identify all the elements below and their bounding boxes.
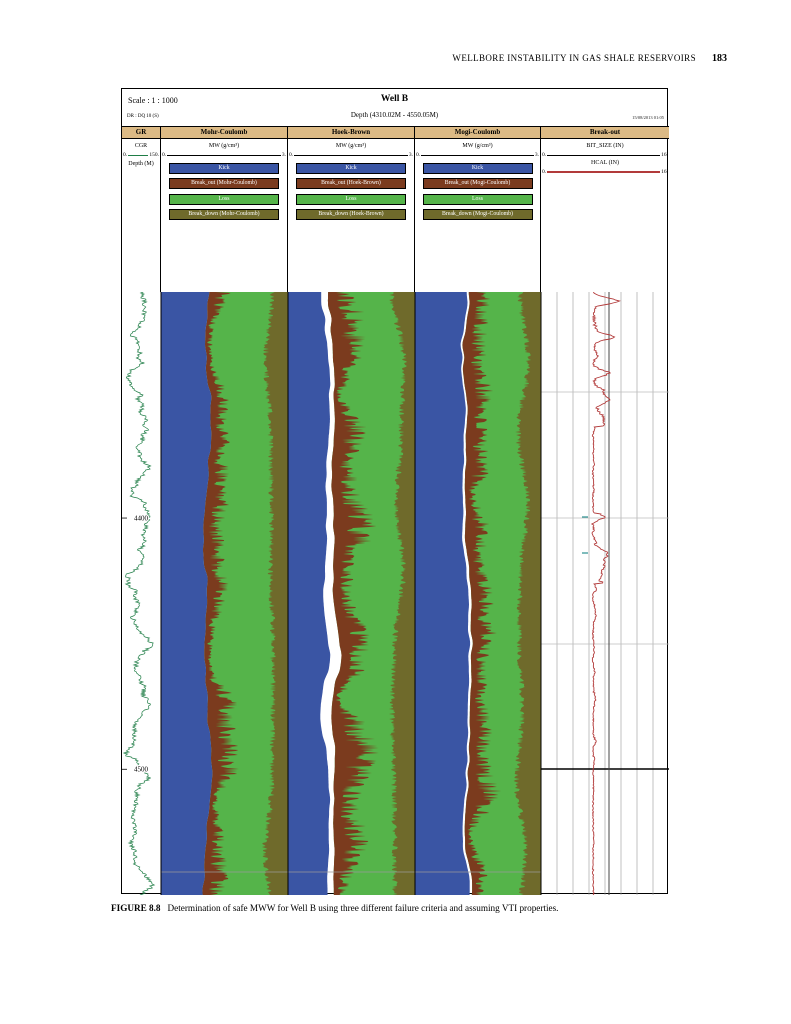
running-header-title: WELLBORE INSTABILITY IN GAS SHALE RESERV…	[452, 53, 696, 63]
log-plot-header: Scale : 1 : 1000 Well B DR : DQ 10 (S) D…	[122, 89, 667, 126]
track-title-mogi-coulomb: Mogi-Coulomb	[415, 126, 541, 139]
timestamp-label: 15/08/2013 01:05	[632, 115, 664, 120]
mw-scale-min: 0.	[416, 152, 421, 158]
mw-curve-name: MW (g/cm³)	[335, 143, 367, 149]
page-number: 183	[712, 53, 727, 64]
log-plot-area: 4400 4500	[122, 292, 669, 895]
legend-loss: Loss	[168, 193, 280, 205]
log-plot: 4400 4500	[122, 292, 669, 895]
figure-caption: FIGURE 8.8 Determination of safe MWW for …	[111, 902, 685, 914]
figure-caption-text: Determination of safe MWW for Well B usi…	[167, 903, 559, 913]
mw-scale-line	[294, 154, 408, 156]
hcal-scale-line	[547, 171, 661, 173]
track-title-hoek-brown: Hoek-Brown	[288, 126, 415, 139]
mw-curve-name: MW (g/cm³)	[462, 143, 493, 149]
track-header-row: CGR 0. 150. Depth (M) MW (g/cm³) 0. 3. K…	[122, 139, 669, 292]
hcal-scale-max: 16.	[661, 169, 668, 175]
well-name: Well B	[380, 94, 409, 104]
depth-range-label: Depth (4310.02M - 4550.05M)	[350, 111, 439, 119]
breakout-curves	[582, 292, 621, 895]
track-title-row: GR Mohr-Coulomb Hoek-Brown Mogi-Coulomb …	[122, 126, 669, 139]
mw-scale: 0. 3.	[415, 152, 540, 158]
mw-scale: 0. 3.	[161, 152, 287, 158]
legend-breakout: Break_out (Hoek-Brown)	[295, 178, 407, 189]
hcal-curve-name: HCAL (IN)	[591, 160, 619, 166]
running-header: WELLBORE INSTABILITY IN GAS SHALE RESERV…	[452, 53, 727, 64]
breakout-track-header: BIT_SIZE (IN) 0. 16. HCAL (IN) 0. 16.	[541, 139, 669, 292]
figure-caption-label: FIGURE 8.8	[111, 903, 161, 913]
legend-kick: Kick	[422, 162, 533, 174]
depth-axis-label: Depth (M)	[128, 161, 154, 167]
mohr-coulomb-track-header: MW (g/cm³) 0. 3. Kick Break_out (Mohr-Co…	[161, 139, 288, 292]
svg-text:4500: 4500	[134, 766, 149, 774]
track-borders	[160, 292, 542, 895]
svg-text:4400: 4400	[134, 514, 149, 522]
gr-curve	[123, 292, 156, 895]
legend-kick: Kick	[168, 162, 280, 174]
mw-scale-max: 3.	[408, 152, 413, 158]
mw-scale: 0. 3.	[288, 152, 414, 158]
bit-size-curve-name: BIT_SIZE (IN)	[586, 143, 624, 149]
track-title-breakout: Break-out	[541, 126, 669, 139]
bit-size-scale: 0. 16.	[541, 152, 669, 158]
legend-breakout: Break_out (Mohr-Coulomb)	[168, 178, 280, 189]
legend-loss: Loss	[295, 193, 407, 205]
gr-scale-max: 150.	[149, 152, 159, 158]
hoek-brown-track-header: MW (g/cm³) 0. 3. Kick Break_out (Hoek-Br…	[288, 139, 415, 292]
gr-curve-name: CGR	[134, 143, 148, 149]
track-title-mohr-coulomb: Mohr-Coulomb	[161, 126, 288, 139]
criteria-track-fills-0	[161, 292, 288, 895]
mw-scale-line	[421, 154, 534, 156]
criteria-track-fills-1	[288, 292, 415, 895]
gr-scale: 0. 150.	[122, 152, 160, 158]
mw-curve-name: MW (g/cm³)	[208, 143, 240, 149]
legend-loss: Loss	[422, 193, 533, 205]
bit-size-scale-max: 16.	[661, 152, 668, 158]
mw-scale-min: 0.	[162, 152, 167, 158]
mw-scale-max: 3.	[281, 152, 286, 158]
mw-scale-min: 0.	[289, 152, 294, 158]
hcal-scale: 0. 16.	[541, 169, 669, 175]
breakout-grid	[541, 292, 669, 895]
legend-breakdown: Break_down (Mohr-Coulomb)	[168, 209, 280, 220]
legend-breakdown: Break_down (Hoek-Brown)	[295, 209, 407, 220]
well-log-figure: Scale : 1 : 1000 Well B DR : DQ 10 (S) D…	[121, 88, 669, 895]
bit-size-scale-min: 0.	[542, 152, 547, 158]
mw-scale-line	[167, 154, 281, 156]
mw-scale-max: 3.	[534, 152, 539, 158]
legend-breakout: Break_out (Mogi-Coulomb)	[422, 178, 533, 189]
log-scale-label: Scale : 1 : 1000	[128, 96, 178, 105]
hcal-scale-min: 0.	[542, 169, 547, 175]
mogi-coulomb-track-header: MW (g/cm³) 0. 3. Kick Break_out (Mogi-Co…	[415, 139, 541, 292]
depth-labels: 4400 4500	[122, 513, 150, 775]
gr-scale-line	[128, 154, 149, 156]
legend-kick: Kick	[295, 162, 407, 174]
log-left-note: DR : DQ 10 (S)	[127, 114, 159, 119]
track-title-gr: GR	[122, 126, 161, 139]
criteria-track-fills-2	[415, 292, 541, 895]
gr-track-header: CGR 0. 150. Depth (M)	[122, 139, 161, 292]
legend-breakdown: Break_down (Mogi-Coulomb)	[422, 209, 533, 220]
gr-scale-min: 0.	[123, 152, 128, 158]
bit-size-scale-line	[547, 154, 661, 156]
